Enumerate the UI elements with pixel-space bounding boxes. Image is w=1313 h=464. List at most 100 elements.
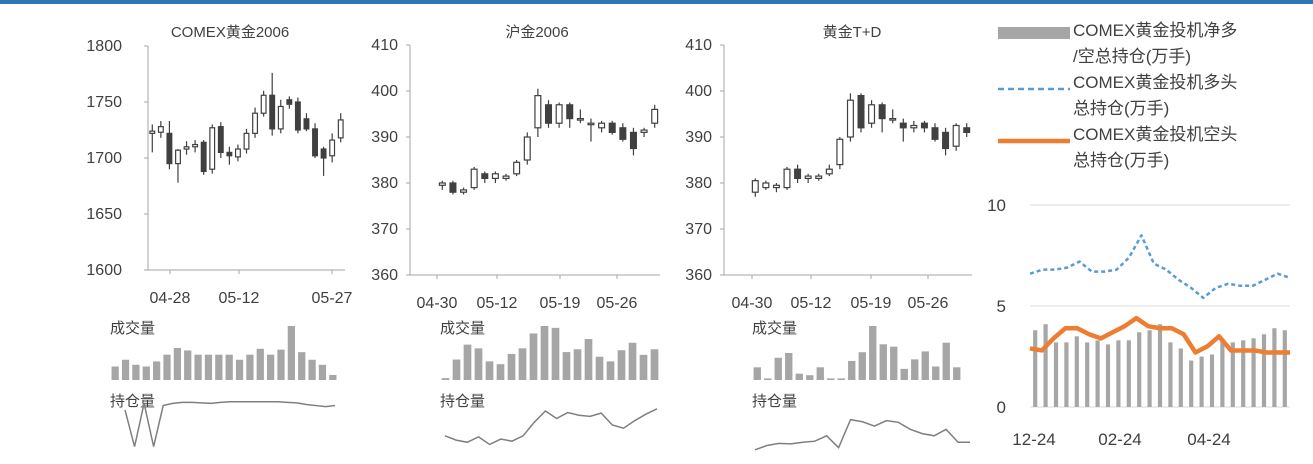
candle-body [899,122,907,129]
x-tick-label: 05-27 [312,290,353,307]
candle-body [815,175,823,180]
candle-body [491,173,499,180]
volume-bar [753,367,761,380]
volume-bar [595,356,604,380]
legend-label-line1: COMEX黄金投机空头 [1073,125,1237,144]
candle-body [481,173,489,180]
net-position-bar [1085,342,1090,407]
volume-bar [858,352,866,380]
candle-body [889,117,897,121]
volume-bar [890,346,898,380]
volume-bar [573,349,582,380]
net-position-bar [1074,336,1079,407]
candle-body [804,175,812,180]
net-position-bar [1147,330,1152,407]
net-position-bar [1157,324,1163,407]
y-tick-label: 390 [371,129,398,146]
candle-body [846,99,854,138]
x-tick-label: 05-12 [791,295,832,312]
volume-bar [298,352,306,380]
legend-label-line2: 总持仓(万手) [1073,151,1169,170]
volume-bar [869,326,877,380]
candle-body [762,182,770,189]
x-tick-label: 05-19 [540,295,581,312]
candle-body [910,124,918,129]
candle-body [209,127,216,170]
net-position-bar [1064,342,1069,407]
open-interest-line [444,408,658,446]
candle-body [963,127,971,134]
volume-bar [329,374,337,380]
candle-body [329,139,336,157]
candle-body [629,131,637,150]
candle-body [640,129,648,134]
candle-body [598,122,606,129]
x-tick-label: 05-19 [851,295,892,312]
candle-body [243,132,250,150]
candle-body [149,130,156,134]
candle-body [772,184,780,189]
legend-swatch-bar [998,27,1070,39]
volume-bar [879,344,887,380]
volume-bar [529,333,538,380]
volume-bar [628,342,637,380]
candle-body [523,136,531,161]
volume-bar [584,339,593,380]
candle-body [931,127,939,140]
volume-bar [827,378,835,380]
volume-bar [452,359,461,380]
y-tick-label: 410 [371,37,398,54]
candle-body [868,104,876,124]
volume-label: 成交量 [110,319,155,337]
x-tick-label: 02-24 [1098,430,1141,449]
volume-bar [463,344,472,380]
long-position-line [1029,234,1291,300]
volume-bar [184,350,192,380]
x-tick-label: 04-30 [732,295,773,312]
volume-bar [318,364,327,380]
candle-body [783,168,791,189]
volume-label: 成交量 [752,319,797,337]
candle-body [555,104,563,124]
net-position-bar [1137,332,1142,407]
volume-bar [256,348,264,380]
candle-body [836,138,844,166]
candle-body [320,148,327,159]
y-tick-label: 1750 [86,94,122,111]
candle-body [534,94,542,129]
net-position-bar [1230,342,1235,407]
legend-label-line1: COMEX黄金投机多头 [1073,73,1237,92]
open-interest-line [754,418,970,451]
y-tick-label: 370 [371,221,398,238]
candle-body [751,180,759,193]
volume-bar [764,378,772,380]
volume-bar [540,326,549,380]
candle-body [794,168,802,179]
volume-bar [507,353,516,380]
net-position-bar [1261,334,1267,407]
candle-body [651,108,659,124]
candle-body [608,122,616,133]
net-position-bar [1033,330,1038,407]
candle-body [166,132,173,165]
candle-body [544,104,553,124]
volume-bar [121,359,130,380]
volume-bar [173,347,181,380]
chart-title: COMEX黄金2006 [171,24,289,41]
volume-label: 成交量 [440,319,485,337]
open-interest-label: 持仓量 [440,393,485,410]
candle-body [286,99,293,105]
volume-bar [932,366,940,380]
candle-body [157,126,164,133]
y-tick-label: 1700 [86,150,122,167]
top-border-line [0,0,1313,4]
candle-body [217,126,224,153]
candle-body [878,104,886,120]
open-interest-label: 持仓量 [110,393,155,410]
net-position-bar [1178,348,1183,407]
volume-bar [441,378,450,380]
candle-body [566,104,574,120]
net-position-bar [1168,342,1173,407]
y-tick-label: 1800 [86,38,122,55]
candle-body [502,175,510,180]
